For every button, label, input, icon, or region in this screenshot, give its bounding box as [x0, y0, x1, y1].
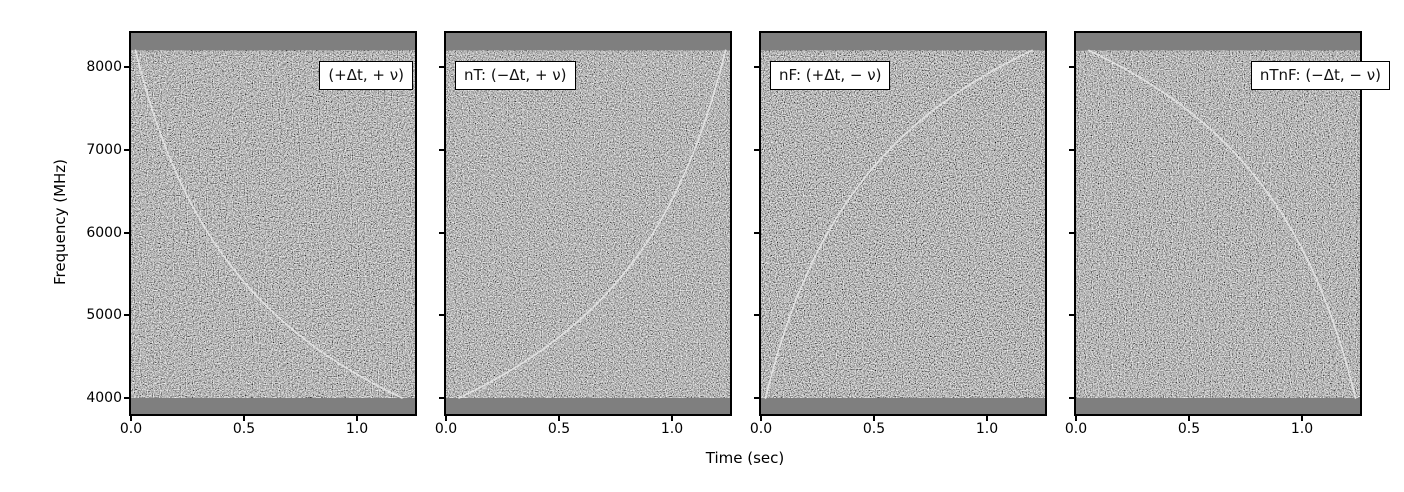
x-tick-label: 1.0	[1290, 421, 1314, 437]
spectrogram-panel-4: nTnF: (−Δt, − ν)	[1074, 31, 1390, 416]
y-tick-label-8000: 8000	[86, 59, 122, 75]
y-tick-mark	[1069, 397, 1074, 399]
panel-2-legend: nT: (−Δt, + ν)	[455, 61, 576, 90]
x-tick-mark	[130, 416, 132, 421]
spectrogram-image-2	[446, 33, 730, 414]
x-tick-label: 1.0	[975, 421, 999, 437]
x-tick-mark	[445, 416, 447, 421]
x-axis-label: Time (sec)	[705, 449, 785, 467]
x-tick-mark	[986, 416, 988, 421]
x-tick-label: 0.5	[547, 421, 571, 437]
y-tick-label-5000: 5000	[86, 307, 122, 323]
y-tick-label-4000: 4000	[86, 390, 122, 406]
y-tick-mark	[439, 66, 444, 68]
x-tick-mark	[243, 416, 245, 421]
y-tick-mark	[754, 66, 759, 68]
x-tick-label: 0.5	[232, 421, 256, 437]
x-tick-label: 0.0	[1064, 421, 1088, 437]
y-tick-mark	[124, 314, 129, 317]
y-tick-mark	[439, 397, 444, 399]
y-tick-mark	[1069, 66, 1074, 68]
x-tick-mark	[760, 416, 762, 421]
x-tick-mark	[1075, 416, 1077, 421]
x-tick-label: 0.0	[119, 421, 143, 437]
spectrogram-image-3	[761, 33, 1045, 414]
panel-4-legend: nTnF: (−Δt, − ν)	[1250, 61, 1390, 90]
y-tick-mark	[754, 397, 759, 399]
y-tick-label-6000: 6000	[86, 225, 122, 241]
x-tick-mark	[1301, 416, 1303, 421]
y-tick-mark	[754, 148, 759, 151]
y-tick-mark	[124, 231, 129, 234]
spectrogram-image-4	[1076, 33, 1360, 414]
x-tick-mark	[873, 416, 875, 421]
y-tick-mark	[754, 231, 759, 234]
x-tick-label: 0.5	[1177, 421, 1201, 437]
panel-3-legend: nF: (+Δt, − ν)	[770, 61, 891, 90]
x-tick-label: 0.5	[862, 421, 886, 437]
spectrogram-panel-3: nF: (+Δt, − ν)	[759, 31, 1047, 416]
y-tick-label-7000: 7000	[86, 142, 122, 158]
y-tick-mark	[754, 314, 759, 317]
spectrogram-panel-2: nT: (−Δt, + ν)	[444, 31, 732, 416]
spectrogram-panel-1: (+Δt, + ν)	[129, 31, 417, 416]
y-tick-mark	[439, 314, 444, 317]
x-tick-label: 1.0	[345, 421, 369, 437]
x-tick-mark	[671, 416, 673, 421]
y-tick-mark	[1069, 231, 1074, 234]
y-tick-mark	[124, 397, 129, 399]
x-tick-label: 0.0	[434, 421, 458, 437]
y-tick-mark	[1069, 314, 1074, 317]
y-tick-mark	[439, 148, 444, 151]
y-tick-mark	[124, 66, 129, 68]
y-axis-label: Frequency (MHz)	[51, 158, 69, 286]
x-tick-mark	[558, 416, 560, 421]
y-tick-mark	[1069, 148, 1074, 151]
spectrogram-image-1	[131, 33, 415, 414]
panel-1-legend: (+Δt, + ν)	[319, 61, 413, 90]
x-tick-mark	[1188, 416, 1190, 421]
y-tick-mark	[124, 148, 129, 151]
x-tick-label: 1.0	[660, 421, 684, 437]
x-tick-label: 0.0	[749, 421, 773, 437]
x-tick-mark	[356, 416, 358, 421]
y-tick-mark	[439, 231, 444, 234]
